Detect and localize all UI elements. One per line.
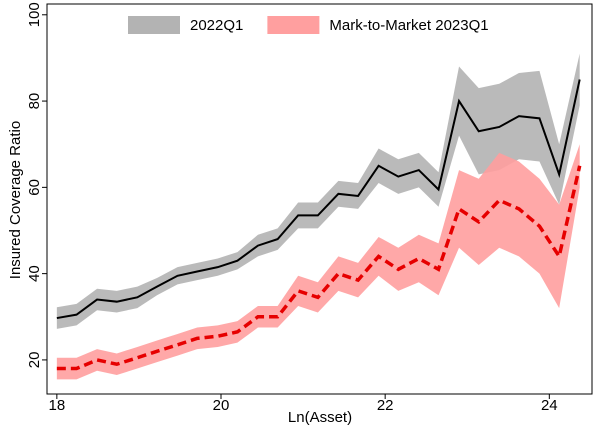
confidence-band [56,144,580,380]
plot-frame [46,3,593,395]
confidence-band [56,53,580,329]
x-tick-label: 18 [49,397,66,414]
y-tick-label: 100 [26,2,43,27]
x-tick-label: 20 [213,397,230,414]
y-tick-label: 40 [26,265,43,282]
legend-swatch [128,16,180,34]
y-axis-label: Insured Coverage Ratio [7,121,24,279]
mean-line [56,165,582,371]
y-tick-label: 20 [26,352,43,369]
x-axis-label: Ln(Asset) [288,409,352,426]
mean-line [56,79,581,320]
y-tick-label: 80 [26,93,43,110]
x-tick-label: 24 [541,397,558,414]
y-tick-label: 60 [26,179,43,196]
legend-label: Mark-to-Market 2023Q1 [329,17,488,34]
legend-label: 2022Q1 [190,17,243,34]
x-tick-label: 22 [377,397,394,414]
legend-swatch [267,16,320,34]
